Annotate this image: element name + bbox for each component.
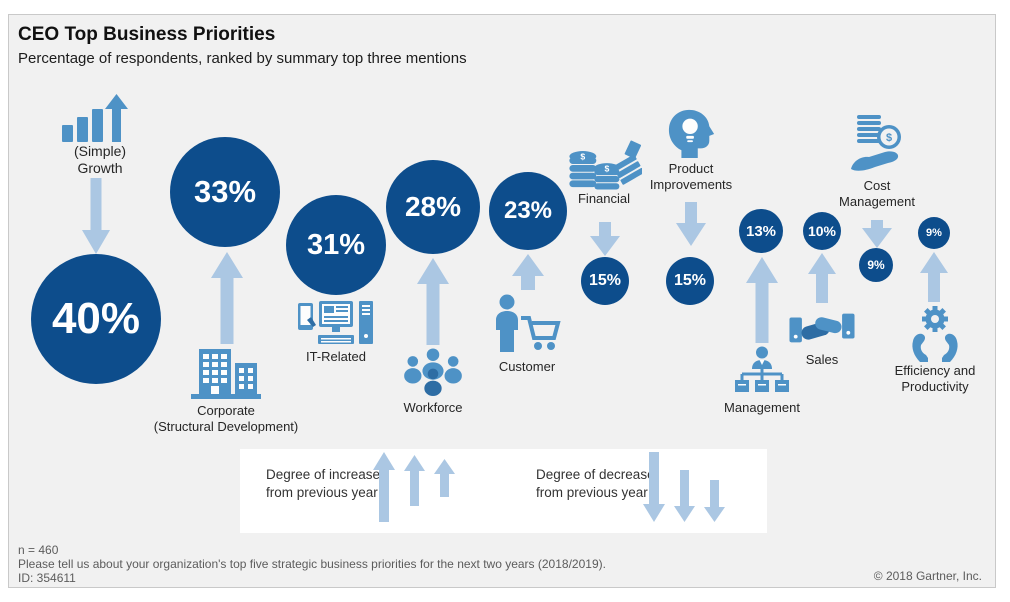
- cost-management-label: Cost Management: [839, 178, 915, 209]
- increase-arrow-icon: [512, 254, 544, 290]
- percent-value: 33%: [193, 174, 257, 209]
- percent-value: 15%: [673, 272, 707, 289]
- svg-text:$: $: [604, 163, 609, 173]
- increase-arrow-icon: [920, 252, 948, 302]
- legend-decrease-small-arrow-icon: [703, 480, 725, 522]
- decrease-arrow-icon: [862, 220, 892, 248]
- increase-arrow-icon: [808, 253, 836, 303]
- simple-growth-label: (Simple) Growth: [73, 143, 127, 176]
- percent-value: 23%: [503, 197, 553, 224]
- cost-management-bubble: 9%: [859, 248, 893, 282]
- sales-icon: [788, 306, 856, 350]
- percent-value: 15%: [588, 272, 622, 289]
- percent-value: 13%: [745, 222, 777, 240]
- percent-value: 9%: [867, 258, 885, 272]
- financial-bubble: 15%: [581, 257, 629, 305]
- it-related-label: IT-Related: [306, 349, 366, 364]
- legend-decrease-line2: from previous year: [536, 484, 648, 500]
- legend-decrease-large-arrow-icon: [643, 452, 665, 522]
- simple-growth-bubble: 40%: [31, 254, 161, 384]
- corporate-bubble: 33%: [170, 137, 280, 247]
- sales-bubble: 10%: [803, 212, 841, 250]
- legend-increase-medium-arrow-icon: [403, 455, 425, 506]
- costmgmt-icon: $: [849, 113, 907, 177]
- footnote-n: n = 460: [18, 543, 59, 557]
- chart-title: CEO Top Business Priorities: [18, 24, 276, 45]
- it-icon: [298, 298, 374, 348]
- percent-value: 40%: [51, 294, 141, 343]
- product-improvements-label: Product Improvements: [649, 161, 733, 192]
- financial-icon: $ $: [566, 140, 645, 190]
- increase-arrow-icon: [417, 258, 449, 345]
- customer-label: Customer: [498, 359, 556, 374]
- legend: [240, 449, 767, 533]
- percent-value: 28%: [404, 191, 462, 222]
- legend-increase-line2: from previous year: [266, 484, 378, 500]
- decrease-arrow-icon: [82, 178, 110, 254]
- efficiency-productivity-label: Efficiency and Productivity: [894, 363, 976, 394]
- customer-icon: [493, 294, 561, 356]
- chart-subtitle: Percentage of respondents, ranked by sum…: [18, 50, 467, 67]
- efficiency-icon: [906, 304, 964, 362]
- increase-arrow-icon: [211, 252, 243, 344]
- legend-increase-line1: Degree of increase: [266, 467, 381, 482]
- legend-increase-large-arrow-icon: [373, 452, 395, 522]
- management-icon: [733, 346, 791, 398]
- management-label: Management: [724, 400, 800, 415]
- percent-value: 10%: [807, 223, 837, 239]
- svg-text:$: $: [886, 132, 892, 144]
- growth-icon: [62, 94, 134, 142]
- sales-label: Sales: [805, 352, 839, 367]
- workforce-label: Workforce: [403, 400, 463, 415]
- decrease-arrow-icon: [676, 202, 706, 246]
- product-icon: [667, 108, 717, 158]
- workforce-bubble: 28%: [386, 160, 480, 254]
- building-icon: [191, 347, 261, 399]
- footnote-id: ID: 354611: [18, 571, 76, 585]
- legend-increase-label: Degree of increase from previous year: [266, 466, 380, 501]
- copyright: © 2018 Gartner, Inc.: [873, 569, 982, 583]
- management-bubble: 13%: [739, 209, 783, 253]
- corporate-label: Corporate (Structural Development): [153, 403, 299, 434]
- increase-arrow-icon: [746, 257, 778, 343]
- workforce-icon: [401, 347, 465, 397]
- legend-decrease-line1: Degree of decrease: [536, 467, 655, 482]
- decrease-arrow-icon: [590, 222, 620, 256]
- it-related-bubble: 31%: [286, 195, 386, 295]
- legend-increase-small-arrow-icon: [433, 459, 455, 497]
- legend-decrease-medium-arrow-icon: [673, 470, 695, 522]
- legend-decrease-label: Degree of decrease from previous year: [536, 466, 655, 501]
- footnote-question: Please tell us about your organization's…: [18, 557, 606, 571]
- financial-label: Financial: [577, 191, 631, 206]
- percent-value: 31%: [306, 228, 366, 261]
- product-improvements-bubble: 15%: [666, 257, 714, 305]
- svg-text:$: $: [580, 152, 585, 162]
- efficiency-productivity-bubble: 9%: [918, 217, 950, 249]
- percent-value: 9%: [926, 227, 942, 239]
- customer-bubble: 23%: [489, 172, 567, 250]
